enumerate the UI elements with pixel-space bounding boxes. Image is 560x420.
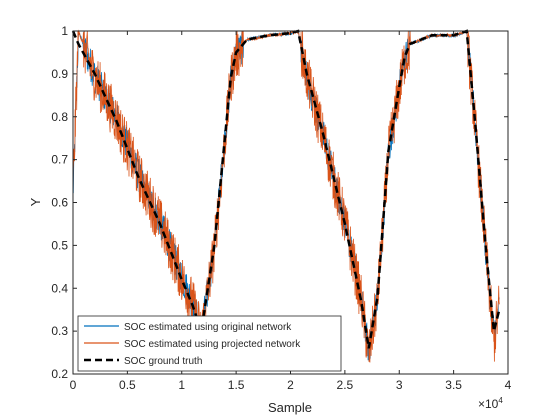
legend: SOC estimated using original network SOC … [77, 315, 342, 372]
y-tick-label: 1 [61, 24, 68, 38]
x-exponent-label: ×104 [478, 396, 503, 411]
y-tick-label: 0.7 [51, 153, 68, 167]
x-tick-label: 0 [70, 378, 77, 392]
x-tick-label: 2 [287, 378, 294, 392]
y-tick-label: 0.6 [51, 196, 68, 210]
x-axis-label: Sample [268, 400, 312, 415]
legend-entry-label: SOC estimated using original network [124, 322, 292, 333]
series-line-3 [71, 29, 501, 349]
x-exponent-power: 4 [498, 396, 503, 405]
ticks-layer: 0 0.5 1 1.5 2 2.5 3 3.5 4 0.2 0.3 0.4 0.5 0.6 0.7 0.8 0.… [51, 24, 511, 392]
y-tick-label: 0.3 [51, 324, 68, 338]
y-tick-label: 0.4 [51, 281, 68, 295]
x-tick-label: 0.5 [119, 378, 136, 392]
y-tick-label: 0.5 [51, 238, 68, 252]
y-tick-label: 0.9 [51, 67, 68, 81]
x-tick-label: 1.5 [228, 378, 245, 392]
x-tick-label: 4 [505, 378, 512, 392]
y-tick-label: 0.8 [51, 110, 68, 124]
x-tick-label: 3.5 [445, 378, 462, 392]
x-tick-label: 3 [396, 378, 403, 392]
x-tick-label: 2.5 [337, 378, 354, 392]
legend-entry-label: SOC estimated using projected network [124, 339, 301, 350]
y-axis-label: Y [28, 197, 43, 206]
x-tick-label: 1 [178, 378, 185, 392]
series-layer [71, 29, 501, 363]
legend-entry-label: SOC ground truth [124, 356, 202, 367]
y-tick-label: 0.2 [51, 367, 68, 381]
legend-box [77, 315, 342, 372]
x-exponent-base: ×10 [478, 397, 499, 411]
